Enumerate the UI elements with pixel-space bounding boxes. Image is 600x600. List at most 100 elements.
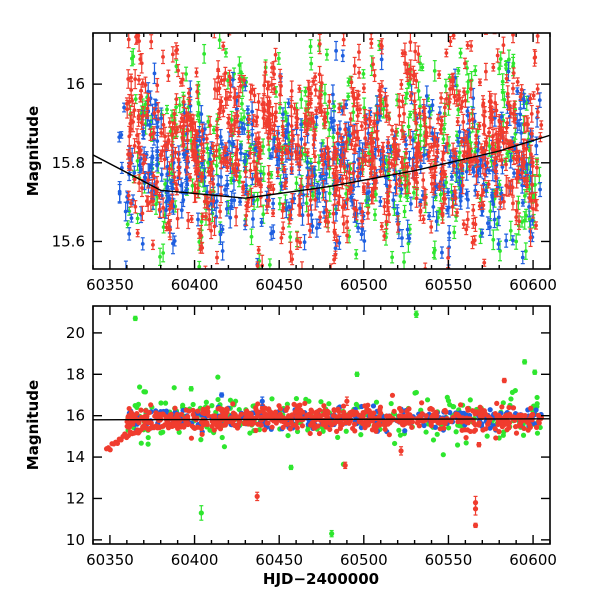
data-point [272, 137, 277, 141]
data-point [344, 176, 349, 181]
data-point [455, 133, 459, 138]
data-point [482, 260, 487, 265]
data-point [202, 51, 207, 56]
data-point [465, 139, 470, 144]
data-point [331, 171, 336, 176]
data-point [480, 209, 485, 214]
data-point [313, 154, 317, 159]
data-point [491, 133, 495, 138]
data-point [267, 262, 272, 267]
data-point [255, 263, 260, 268]
data-point [504, 62, 508, 67]
data-point [442, 127, 447, 131]
data-point [496, 215, 501, 220]
data-point [458, 192, 463, 196]
data-point [135, 216, 140, 221]
data-point [347, 170, 352, 175]
data-point [354, 252, 359, 257]
data-point [258, 169, 263, 174]
data-point [165, 184, 170, 189]
data-point [148, 132, 153, 137]
data-point [197, 23, 201, 27]
data-point [433, 195, 438, 200]
data-point [405, 68, 410, 73]
data-point [208, 190, 213, 195]
data-point [343, 127, 348, 132]
data-point [358, 171, 363, 176]
data-point [375, 137, 380, 141]
data-point [140, 241, 145, 246]
data-point [340, 53, 345, 58]
data-point [292, 196, 296, 201]
data-point [410, 166, 415, 171]
data-point [334, 165, 339, 170]
data-point [312, 167, 317, 172]
data-point [390, 128, 394, 133]
data-point [367, 190, 371, 194]
data-point [399, 160, 404, 165]
data-point [506, 101, 511, 106]
data-point [492, 217, 497, 222]
data-point [254, 166, 259, 171]
data-point [292, 10, 296, 14]
data-point [424, 94, 429, 98]
data-point [224, 50, 228, 55]
data-point [362, 239, 367, 243]
data-point [465, 89, 470, 94]
data-point [186, 218, 191, 223]
data-point [473, 68, 478, 73]
data-point [351, 110, 356, 115]
data-point [185, 149, 190, 154]
data-point [261, 116, 266, 120]
data-point [334, 48, 338, 53]
data-point [163, 182, 167, 187]
data-point [229, 117, 234, 122]
data-point [196, 102, 201, 106]
data-point [429, 225, 434, 229]
data-point [441, 137, 446, 142]
data-point [412, 99, 417, 104]
data-point [215, 117, 220, 122]
data-point [161, 55, 165, 59]
data-point [452, 230, 457, 235]
data-point [358, 206, 362, 211]
data-point [230, 77, 235, 82]
data-point [216, 67, 221, 72]
data-point [359, 232, 364, 237]
data-point [407, 236, 412, 241]
top-data-points [117, 10, 544, 269]
data-point [523, 249, 528, 254]
data-point [505, 151, 510, 156]
data-point [521, 97, 526, 102]
data-point [265, 204, 269, 209]
data-point [366, 182, 370, 186]
data-point [238, 200, 242, 204]
data-point [269, 231, 274, 236]
data-point [161, 205, 166, 210]
data-point [229, 178, 234, 183]
data-point [299, 97, 304, 102]
data-point [314, 226, 319, 230]
data-point [345, 164, 350, 168]
data-point [310, 193, 315, 198]
data-point [488, 225, 492, 229]
data-point [517, 219, 521, 224]
data-point [246, 134, 251, 139]
data-point [408, 112, 413, 117]
data-point [390, 255, 395, 260]
data-point [446, 205, 451, 210]
data-point [496, 242, 501, 246]
data-point [387, 116, 392, 121]
data-point [284, 206, 289, 211]
data-point [449, 174, 454, 179]
data-point [274, 89, 278, 94]
data-point [487, 144, 492, 148]
data-point [218, 232, 223, 237]
data-point [239, 118, 244, 122]
data-point [288, 250, 293, 254]
data-point [250, 132, 255, 137]
data-point [515, 121, 520, 126]
data-point [321, 188, 326, 193]
data-point [174, 97, 179, 102]
